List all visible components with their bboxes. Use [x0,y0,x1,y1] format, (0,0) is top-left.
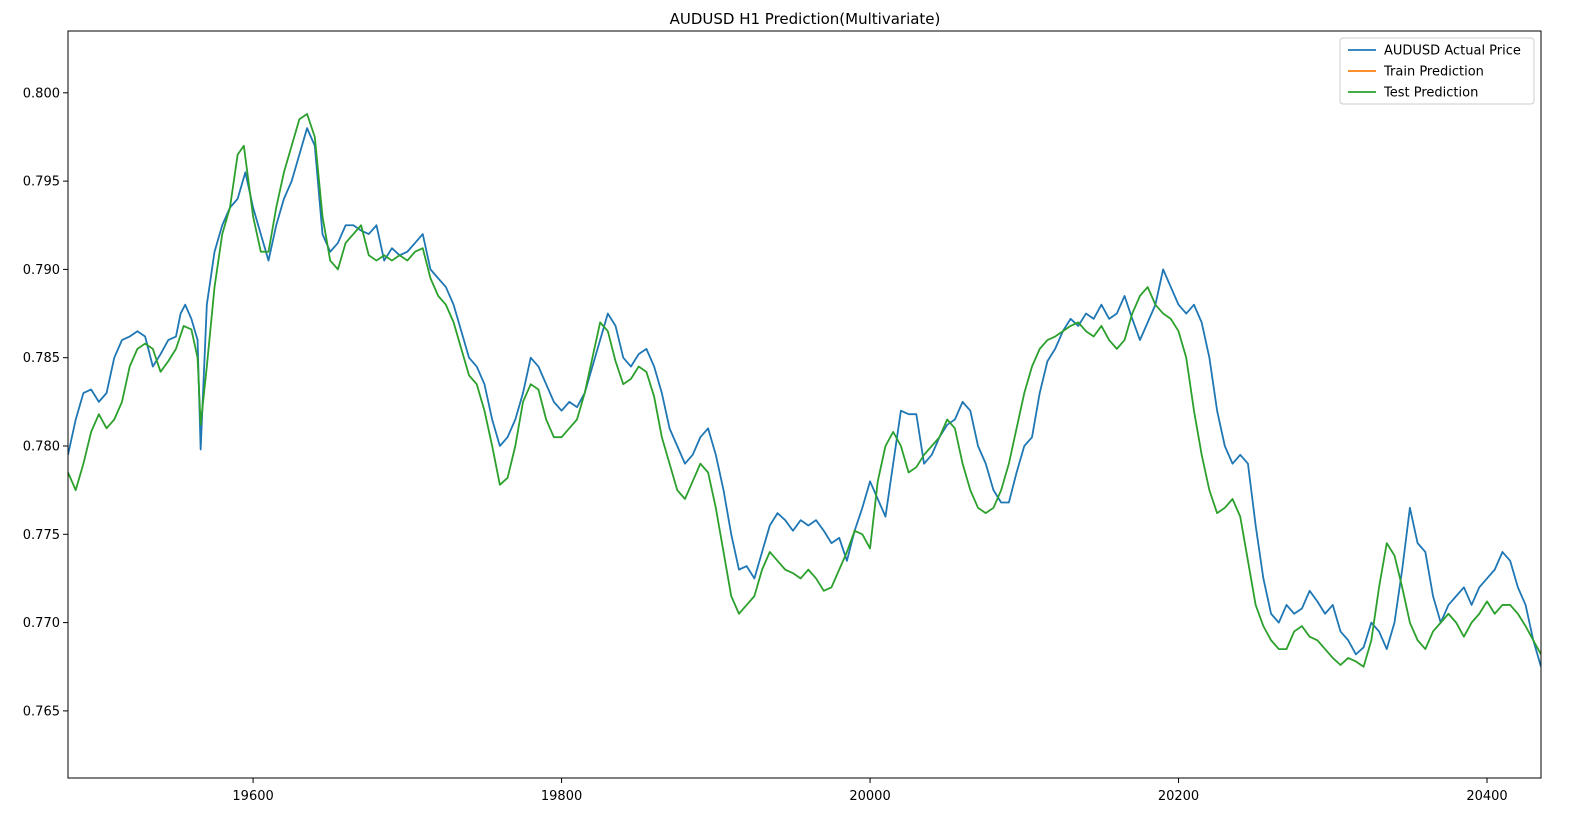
y-tick-label: 0.780 [23,440,60,455]
y-tick-label: 0.765 [23,704,60,719]
legend-box [1339,37,1535,105]
x-tick-label: 20200 [1158,789,1199,804]
axes-frame [67,30,1542,779]
axes: 19600 19800 20000 20200 20400 0.765 0.770 0.775… [23,30,1542,804]
y-tick-label: 0.785 [23,351,60,366]
legend-label-1: Train Prediction [1383,65,1484,80]
x-tick-label: 20000 [849,789,890,804]
plot-area [68,113,1541,668]
x-tick-label: 19600 [232,789,273,804]
legend-label-0: AUDUSD Actual Price [1384,44,1521,59]
y-tick-label: 0.790 [23,263,60,278]
series-line-2 [68,113,1541,668]
series-line-0 [68,127,1541,667]
y-tick-label: 0.795 [23,175,60,190]
legend-label-2: Test Prediction [1383,86,1478,101]
y-tick-label: 0.770 [23,616,60,631]
x-tick-label: 20400 [1466,789,1507,804]
x-tick-label: 19800 [541,789,582,804]
chart-title: AUDUSD H1 Prediction(Multivariate) [670,10,941,28]
y-tick-label: 0.800 [23,86,60,101]
y-tick-label: 0.775 [23,528,60,543]
legend: AUDUSD Actual Price Train Prediction Test … [1339,37,1535,105]
